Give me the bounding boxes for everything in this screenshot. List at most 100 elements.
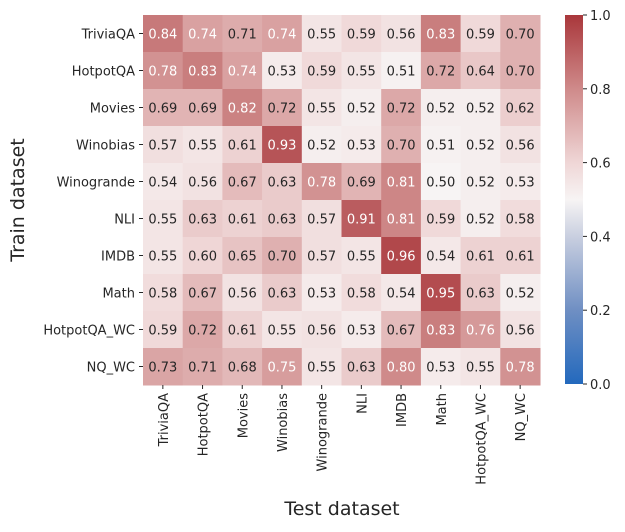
cell-value-label: 0.83 xyxy=(426,28,455,43)
x-tick-labels: TriviaQA HotpotQA Movies Winobias Winogrande… xyxy=(157,385,529,485)
heatmap-cell xyxy=(381,200,422,238)
heatmap-cell xyxy=(381,274,422,312)
heatmap-cell xyxy=(182,126,223,164)
heatmap-cell xyxy=(460,237,501,275)
cell-value-label: 0.71 xyxy=(228,28,257,43)
cell-value-label: 0.75 xyxy=(267,361,296,376)
heatmap-cell xyxy=(143,163,184,201)
cell-value-label: 0.96 xyxy=(387,250,416,265)
heatmap-cell xyxy=(222,15,263,53)
heatmap-cell xyxy=(262,311,303,349)
cell-value-label: 0.80 xyxy=(387,361,416,376)
cell-value-label: 0.50 xyxy=(426,176,455,191)
heatmap-cell xyxy=(500,237,541,275)
colorbar-tick-label: 1.0 xyxy=(590,9,611,24)
cell-value-label: 0.69 xyxy=(148,102,177,117)
cell-value-label: 0.63 xyxy=(267,287,296,302)
cell-value-label: 0.78 xyxy=(148,65,177,80)
heatmap-cell xyxy=(222,163,263,201)
cell-value-label: 0.65 xyxy=(228,250,257,265)
heatmap-cell xyxy=(143,126,184,164)
heatmap-cell xyxy=(500,15,541,53)
cell-value-label: 0.71 xyxy=(188,361,217,376)
cell-value-label: 0.72 xyxy=(387,102,416,117)
cell-value-label: 0.62 xyxy=(506,102,535,117)
cell-value-label: 0.60 xyxy=(188,250,217,265)
cell-value-label: 0.55 xyxy=(148,250,177,265)
heatmap-cell xyxy=(341,89,382,127)
cell-value-label: 0.59 xyxy=(466,28,495,43)
heatmap-cell xyxy=(262,52,303,90)
heatmap-cell xyxy=(460,311,501,349)
cell-value-label: 0.56 xyxy=(307,324,336,339)
heatmap-cell xyxy=(222,311,263,349)
heatmap-cell xyxy=(460,163,501,201)
y-axis-label: Train dataset xyxy=(7,138,29,262)
heatmap-cell xyxy=(420,89,462,127)
cell-value-label: 0.58 xyxy=(506,213,535,228)
heatmap-cell xyxy=(420,237,462,275)
cell-value-label: 0.54 xyxy=(148,176,177,191)
heatmap-cell xyxy=(301,348,342,386)
heatmap-cell xyxy=(262,15,303,53)
colorbar xyxy=(565,15,583,384)
heatmap-cell xyxy=(460,89,501,127)
heatmap-cell xyxy=(301,89,342,127)
cell-value-label: 0.59 xyxy=(307,65,336,80)
heatmap-cell xyxy=(420,311,462,349)
heatmap-cell xyxy=(182,348,223,386)
x-tick-label: IMDB xyxy=(395,393,410,427)
heatmap-cell xyxy=(500,274,541,312)
heatmap-cell xyxy=(420,163,462,201)
cell-value-label: 0.51 xyxy=(387,65,416,80)
cell-value-label: 0.84 xyxy=(148,28,177,43)
heatmap-cell xyxy=(182,200,223,238)
cell-value-label: 0.81 xyxy=(387,176,416,191)
cell-value-label: 0.67 xyxy=(188,287,217,302)
heatmap-cell xyxy=(262,348,303,386)
cell-value-label: 0.55 xyxy=(307,361,336,376)
cell-value-label: 0.58 xyxy=(148,287,177,302)
heatmap-cell xyxy=(301,163,342,201)
x-axis-label: Test dataset xyxy=(283,498,399,520)
cell-value-label: 0.59 xyxy=(148,324,177,339)
x-tick-label: Winogrande xyxy=(316,393,331,471)
y-tick-label: Math xyxy=(102,287,135,302)
x-tick-label: NQ_WC xyxy=(514,393,529,441)
heatmap-cell xyxy=(500,126,541,164)
cell-value-label: 0.53 xyxy=(506,176,535,191)
cell-value-label: 0.63 xyxy=(267,176,296,191)
cell-value-label: 0.74 xyxy=(188,28,217,43)
heatmap-cell xyxy=(301,237,342,275)
cell-value-label: 0.72 xyxy=(426,65,455,80)
heatmap-cell xyxy=(182,237,223,275)
cell-value-label: 0.74 xyxy=(228,65,257,80)
cell-value-label: 0.81 xyxy=(387,213,416,228)
cell-value-label: 0.83 xyxy=(188,65,217,80)
heatmap-cell xyxy=(143,237,184,275)
cell-value-label: 0.70 xyxy=(506,65,535,80)
cell-value-label: 0.53 xyxy=(267,65,296,80)
cell-value-label: 0.63 xyxy=(188,213,217,228)
cell-value-label: 0.52 xyxy=(347,102,376,117)
cell-value-label: 0.52 xyxy=(506,287,535,302)
heatmap-cell xyxy=(341,274,382,312)
cell-value-label: 0.76 xyxy=(466,324,495,339)
colorbar-tick-label: 0.8 xyxy=(590,83,611,98)
cell-value-label: 0.53 xyxy=(307,287,336,302)
heatmap-cell xyxy=(500,52,541,90)
x-tick-label: HotpotQA_WC xyxy=(474,393,489,485)
cell-value-label: 0.55 xyxy=(307,28,336,43)
heatmap-cell xyxy=(420,274,462,312)
cell-value-label: 0.57 xyxy=(307,213,336,228)
cell-value-label: 0.61 xyxy=(228,213,257,228)
heatmap-cell xyxy=(301,274,342,312)
cell-value-label: 0.53 xyxy=(347,139,376,154)
heatmap-cell xyxy=(341,126,382,164)
cell-value-label: 0.55 xyxy=(188,139,217,154)
cell-value-label: 0.55 xyxy=(347,250,376,265)
heatmap-cell xyxy=(301,52,342,90)
heatmap-cell xyxy=(460,15,501,53)
cell-value-label: 0.52 xyxy=(426,102,455,117)
x-tick-label: HotpotQA xyxy=(197,393,212,456)
